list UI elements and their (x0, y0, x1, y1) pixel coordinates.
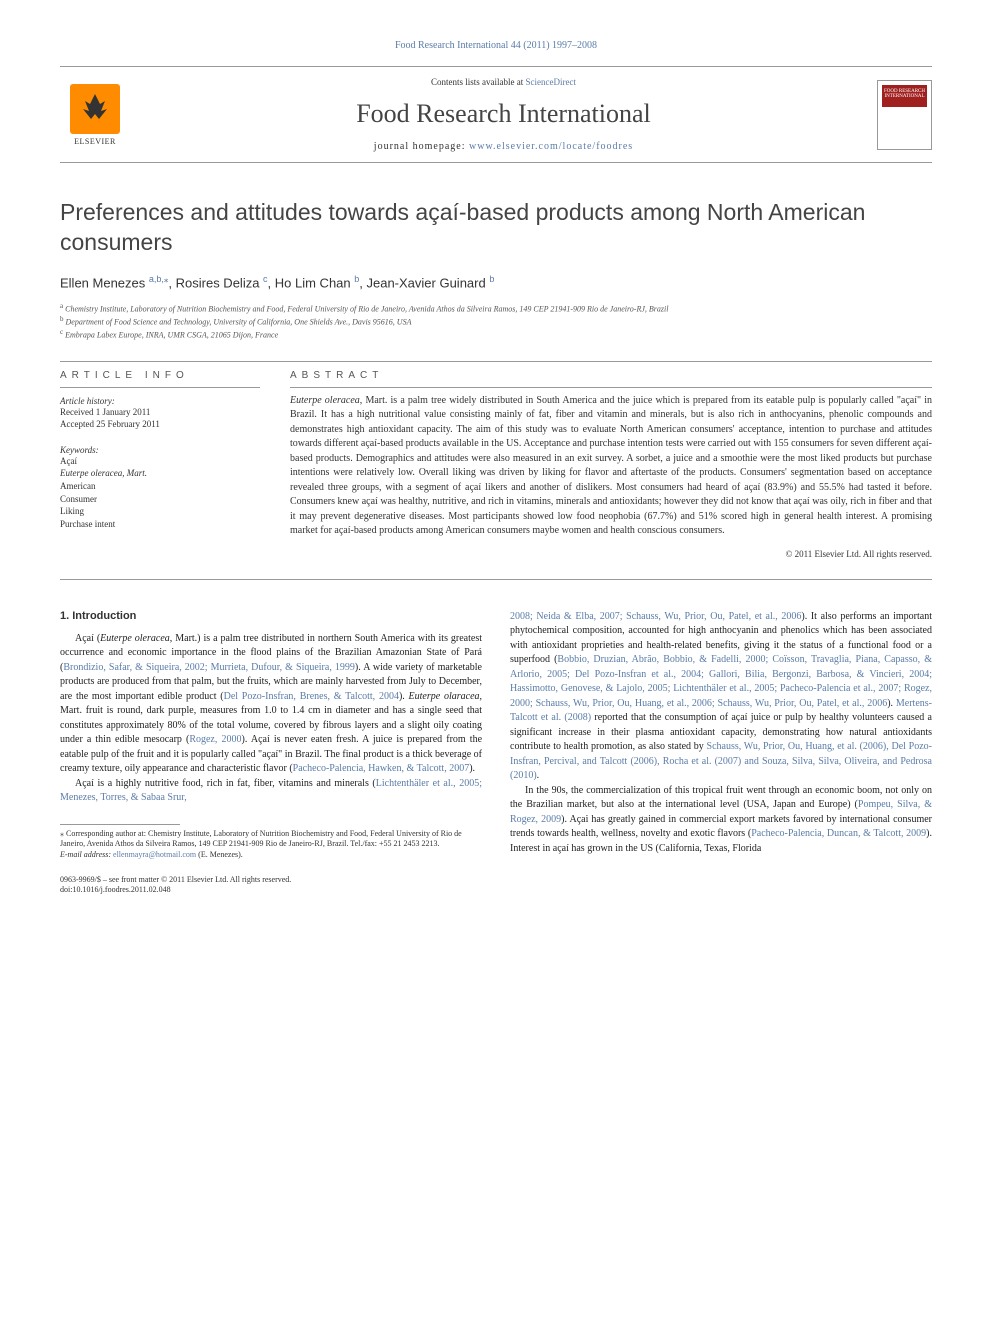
contents-line: Contents lists available at ScienceDirec… (130, 77, 877, 87)
body-text: 2008; Neida & Elba, 2007; Schauss, Wu, P… (510, 610, 932, 857)
history-heading: Article history: (60, 396, 260, 406)
abstract-column: ABSTRACT Euterpe oleracea, Mart. is a pa… (290, 370, 932, 559)
keyword: Euterpe oleracea, Mart. (60, 467, 260, 480)
doi-line: doi:10.1016/j.foodres.2011.02.048 (60, 885, 482, 895)
divider (60, 361, 932, 362)
journal-header: ELSEVIER Contents lists available at Sci… (60, 66, 932, 163)
email-link[interactable]: ellenmayra@hotmail.com (113, 850, 196, 859)
article-info-sidebar: ARTICLE INFO Article history: Received 1… (60, 370, 260, 559)
contents-prefix: Contents lists available at (431, 77, 525, 87)
keyword: Consumer (60, 493, 260, 506)
affiliations: a Chemistry Institute, Laboratory of Nut… (60, 302, 932, 341)
body-text: Açaí (Euterpe oleracea, Mart.) is a palm… (60, 632, 482, 806)
homepage-link[interactable]: www.elsevier.com/locate/foodres (469, 141, 633, 152)
abstract-heading: ABSTRACT (290, 370, 932, 381)
cover-label: FOOD RESEARCH INTERNATIONAL (882, 85, 927, 107)
left-column: 1. Introduction Açaí (Euterpe oleracea, … (60, 610, 482, 896)
keyword: Açaí (60, 455, 260, 468)
body-columns: 1. Introduction Açaí (Euterpe oleracea, … (60, 610, 932, 896)
elsevier-logo: ELSEVIER (60, 84, 130, 146)
journal-name: Food Research International (130, 99, 877, 129)
received-date: Received 1 January 2011 (60, 406, 260, 419)
homepage-prefix: journal homepage: (374, 141, 469, 152)
section-heading: 1. Introduction (60, 610, 482, 622)
right-column: 2008; Neida & Elba, 2007; Schauss, Wu, P… (510, 610, 932, 896)
keyword: Liking (60, 505, 260, 518)
affiliation: b Department of Food Science and Technol… (60, 315, 932, 328)
journal-cover-thumb: FOOD RESEARCH INTERNATIONAL (877, 80, 932, 150)
journal-reference: Food Research International 44 (2011) 19… (60, 40, 932, 51)
issn-line: 0963-9969/$ – see front matter © 2011 El… (60, 875, 482, 885)
keyword: Purchase intent (60, 518, 260, 531)
email-prefix: E-mail address: (60, 850, 113, 859)
affiliation: a Chemistry Institute, Laboratory of Nut… (60, 302, 932, 315)
email-footnote: E-mail address: ellenmayra@hotmail.com (… (60, 850, 482, 861)
footnote-divider (60, 824, 180, 825)
corresponding-author-footnote: ⁎ Corresponding author at: Chemistry Ins… (60, 829, 482, 851)
journal-homepage: journal homepage: www.elsevier.com/locat… (130, 141, 877, 152)
copyright: © 2011 Elsevier Ltd. All rights reserved… (290, 549, 932, 559)
authors-list: Ellen Menezes a,b,⁎, Rosires Deliza c, H… (60, 274, 932, 290)
divider (60, 579, 932, 580)
email-suffix: (E. Menezes). (196, 850, 243, 859)
keyword: American (60, 480, 260, 493)
elsevier-tree-icon (70, 84, 120, 134)
accepted-date: Accepted 25 February 2011 (60, 418, 260, 431)
sciencedirect-link[interactable]: ScienceDirect (526, 77, 576, 87)
elsevier-label: ELSEVIER (74, 137, 116, 146)
keywords-heading: Keywords: (60, 445, 260, 455)
article-title: Preferences and attitudes towards açaí-b… (60, 198, 932, 258)
footer-meta: 0963-9969/$ – see front matter © 2011 El… (60, 875, 482, 896)
affiliation: c Embrapa Labex Europe, INRA, UMR CSGA, … (60, 328, 932, 341)
abstract-text: Euterpe oleracea, Mart. is a palm tree w… (290, 394, 932, 539)
article-info-heading: ARTICLE INFO (60, 370, 260, 381)
doi-link[interactable]: 10.1016/j.foodres.2011.02.048 (72, 885, 170, 894)
